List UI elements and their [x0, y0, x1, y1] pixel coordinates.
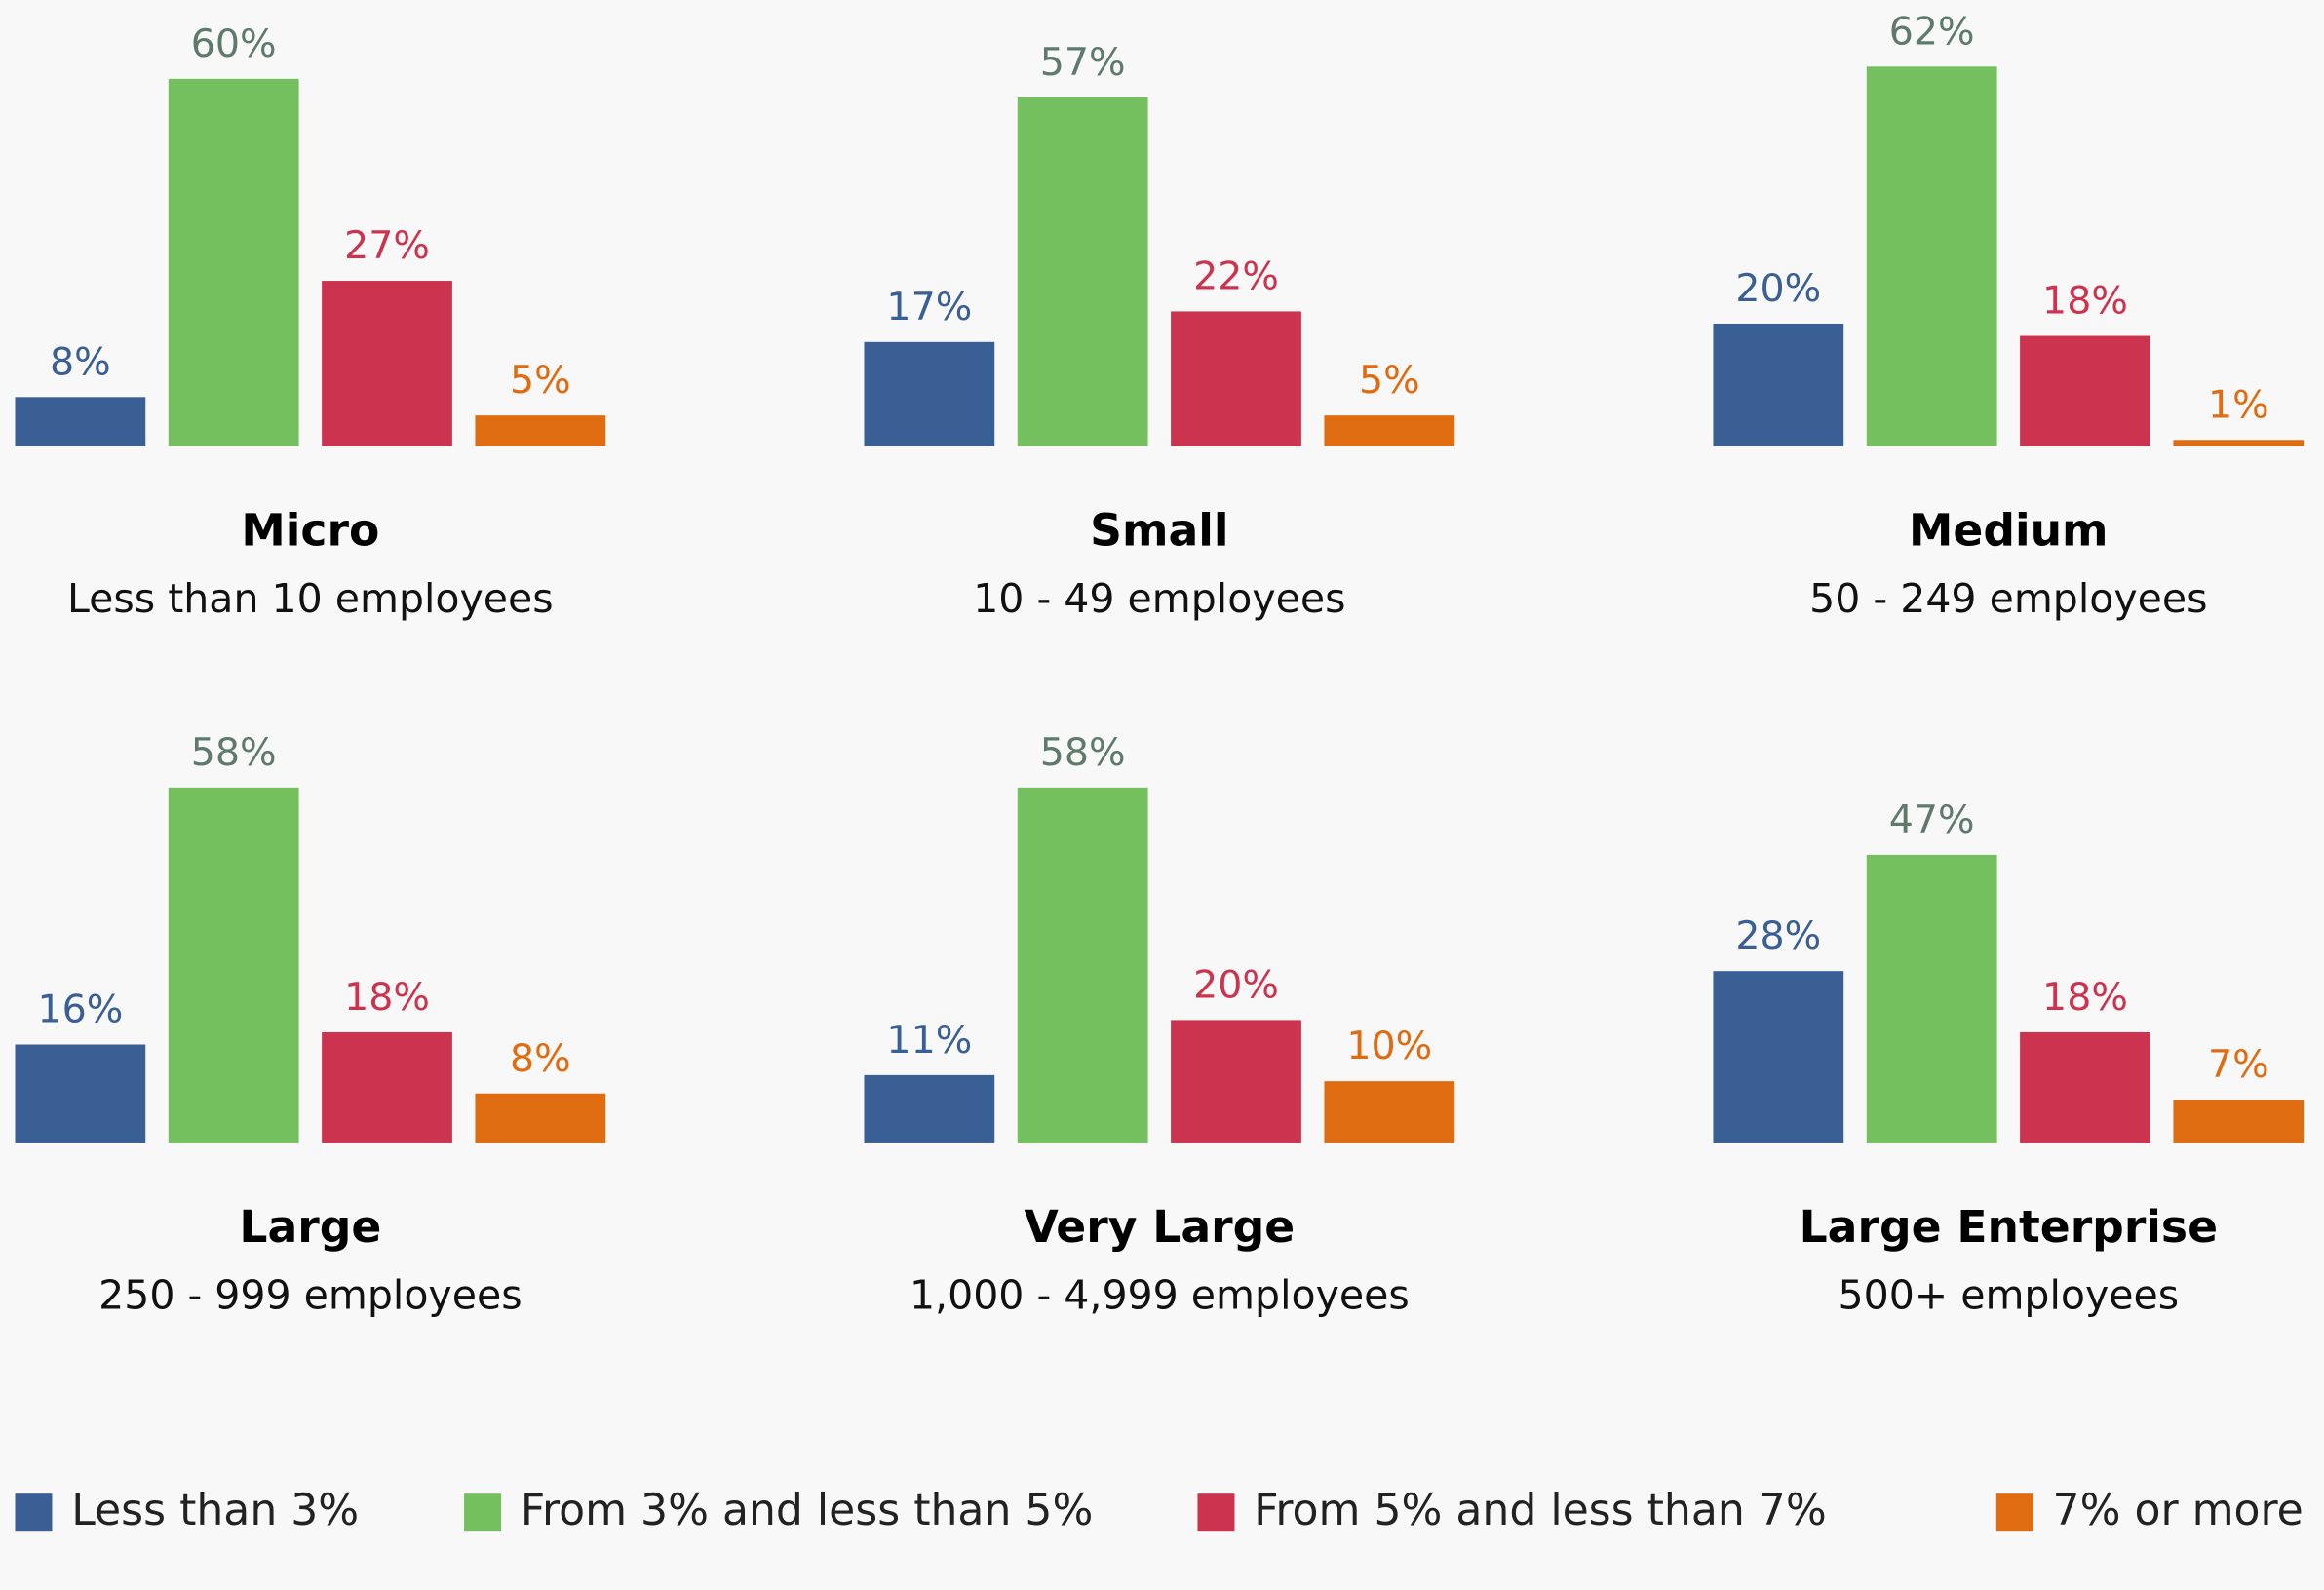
panel-subtitle: 1,000 - 4,999 employees [910, 1272, 1410, 1319]
value-label: 22% [1193, 253, 1279, 298]
value-label: 18% [2042, 975, 2128, 1020]
value-label: 5% [1359, 358, 1420, 403]
value-label: 11% [886, 1018, 972, 1063]
value-label: 57% [1040, 40, 1126, 85]
value-label: 47% [1889, 797, 1975, 842]
legend-swatch [15, 1493, 53, 1532]
panel-subtitle: 10 - 49 employees [973, 575, 1345, 622]
bar [1866, 66, 1997, 446]
bar [322, 1031, 452, 1143]
bar [1324, 1081, 1455, 1143]
bar [1017, 97, 1148, 446]
bar [2020, 335, 2150, 446]
bar [864, 341, 995, 446]
panel-subtitle: 250 - 999 employees [98, 1272, 522, 1319]
legend-label: 7% or more [2053, 1486, 2304, 1535]
value-label: 18% [2042, 279, 2128, 324]
panel-title: Large [239, 1201, 381, 1253]
legend-swatch [1197, 1493, 1235, 1532]
legend-swatch [464, 1493, 502, 1532]
value-label: 16% [37, 988, 123, 1032]
bar [2020, 1031, 2150, 1143]
panel-subtitle: 500+ employees [1838, 1272, 2179, 1319]
value-label: 62% [1889, 9, 1975, 54]
bar [2173, 1100, 2305, 1143]
bar [475, 1093, 606, 1143]
value-label: 20% [1735, 266, 1821, 311]
value-label: 10% [1346, 1024, 1432, 1068]
value-label: 8% [50, 339, 111, 384]
value-label: 20% [1193, 962, 1279, 1007]
panel-title: Large Enterprise [1800, 1201, 2218, 1253]
legend-label: Less than 3% [71, 1486, 359, 1535]
bar [475, 415, 606, 446]
panel-title: Micro [241, 505, 379, 557]
value-label: 58% [191, 730, 277, 775]
bar [168, 78, 299, 446]
value-label: 8% [510, 1036, 571, 1081]
value-label: 60% [191, 21, 277, 66]
bar [15, 397, 146, 446]
bar [15, 1044, 146, 1143]
value-label: 18% [344, 975, 430, 1020]
panel-title: Very Large [1025, 1201, 1296, 1253]
panel-subtitle: Less than 10 employees [67, 575, 554, 622]
value-label: 5% [510, 358, 571, 403]
legend-label: From 3% and less than 5% [521, 1486, 1094, 1535]
value-label: 27% [344, 223, 430, 268]
bar [1713, 323, 1844, 446]
value-label: 58% [1040, 730, 1126, 775]
bar [1171, 311, 1301, 446]
legend-swatch [1995, 1493, 2034, 1532]
bar [2173, 440, 2305, 446]
bar [1017, 787, 1148, 1143]
legend-label: From 5% and less than 7% [1254, 1486, 1827, 1535]
bar [864, 1074, 995, 1143]
bar [322, 281, 452, 446]
panel-title: Small [1090, 505, 1228, 557]
bar [1171, 1020, 1301, 1143]
bar [1713, 971, 1844, 1143]
value-label: 1% [2208, 382, 2269, 427]
value-label: 17% [886, 285, 972, 330]
bar [168, 787, 299, 1143]
panel-subtitle: 50 - 249 employees [1809, 575, 2207, 622]
panel-title: Medium [1909, 505, 2109, 557]
bar [1324, 415, 1455, 446]
value-label: 28% [1735, 913, 1821, 958]
value-label: 7% [2208, 1042, 2269, 1087]
bar [1866, 854, 1997, 1143]
